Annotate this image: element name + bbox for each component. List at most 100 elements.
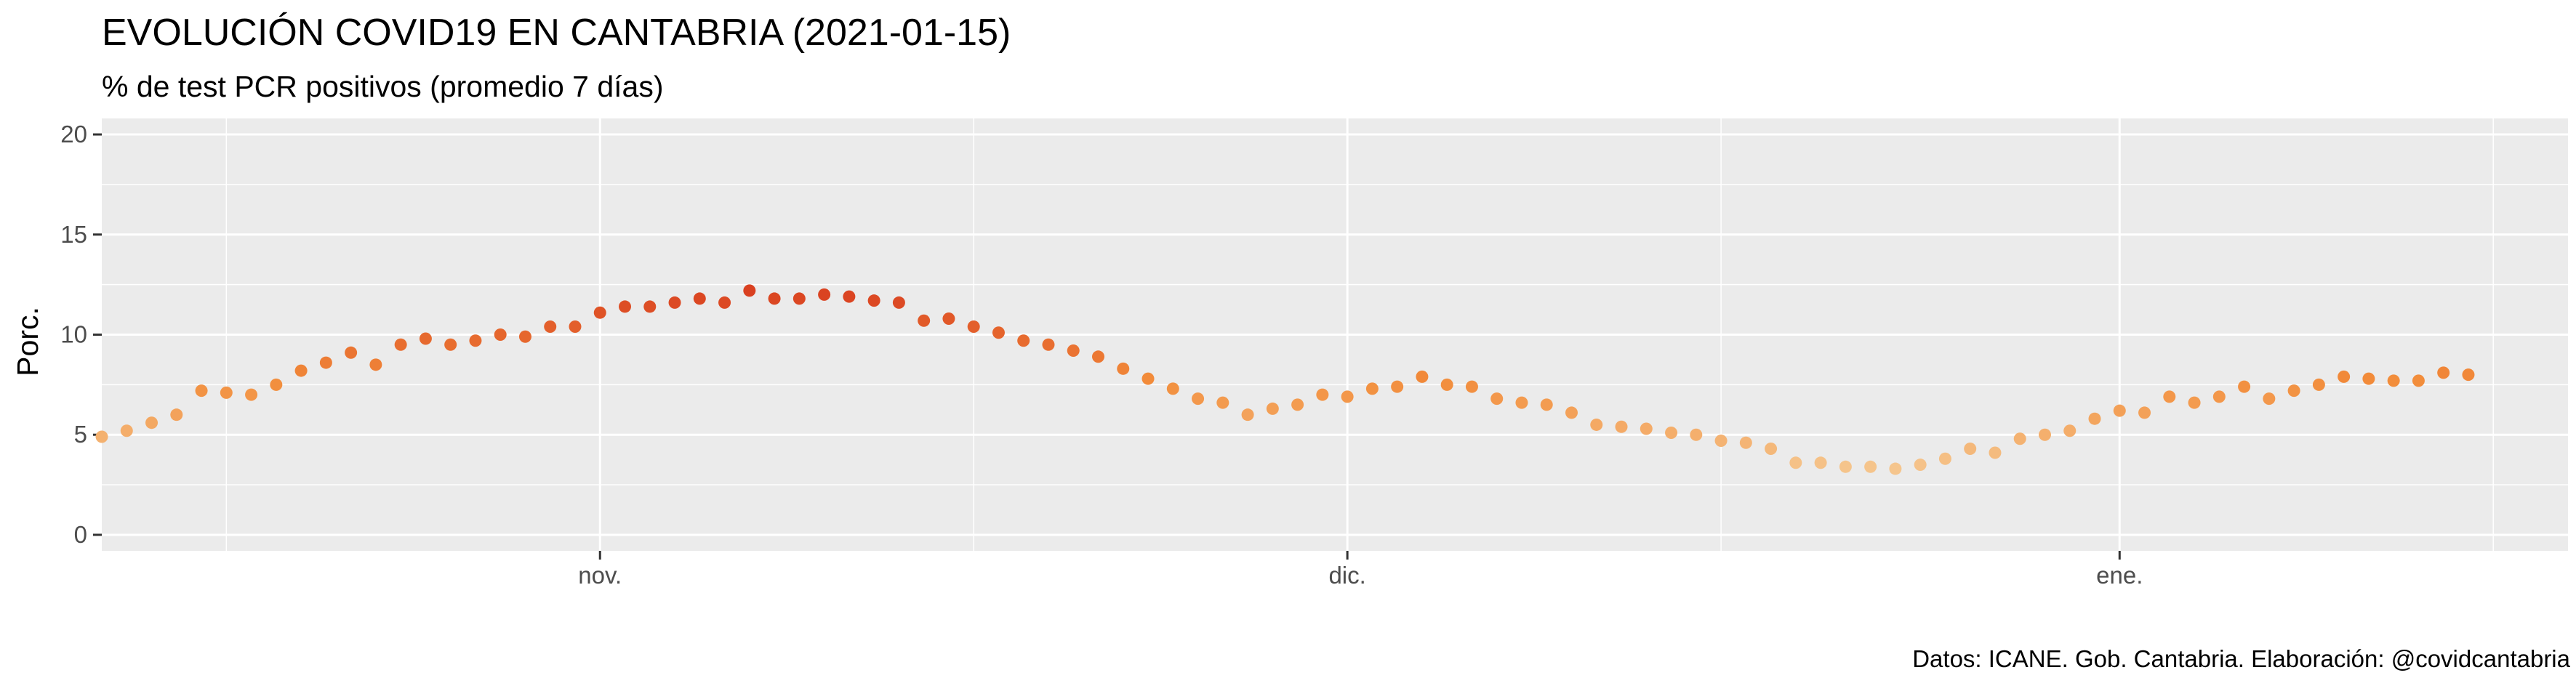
data-point: [2113, 404, 2126, 417]
data-point: [942, 312, 955, 325]
data-point: [1615, 420, 1628, 433]
data-point: [843, 290, 856, 303]
data-point: [1465, 380, 1478, 393]
data-point: [544, 320, 557, 333]
data-point: [469, 334, 482, 347]
data-point: [2238, 380, 2251, 393]
data-point: [1266, 402, 1279, 415]
x-tick-label: dic.: [1328, 562, 1365, 589]
data-point: [2362, 372, 2375, 385]
data-point: [2312, 378, 2325, 391]
data-points: [95, 284, 2475, 475]
data-point: [1739, 436, 1752, 449]
caption: Datos: ICANE. Gob. Cantabria. Elaboració…: [1912, 645, 2570, 672]
data-point: [668, 296, 681, 309]
data-point: [2263, 392, 2276, 405]
data-point: [145, 416, 159, 429]
data-point: [1690, 428, 1703, 441]
data-point: [2338, 370, 2351, 383]
data-point: [195, 384, 208, 398]
data-point: [394, 338, 407, 351]
data-point: [992, 326, 1005, 339]
data-point: [1889, 462, 1902, 475]
data-point: [95, 430, 108, 443]
y-axis: 0 5 10 15 20: [60, 121, 102, 548]
y-tick-label: 15: [60, 221, 87, 248]
data-point: [793, 292, 806, 305]
data-point: [1839, 460, 1852, 473]
data-point: [643, 300, 657, 313]
data-point: [1590, 418, 1603, 431]
chart-title: EVOLUCIÓN COVID19 EN CANTABRIA (2021-01-…: [102, 12, 1011, 54]
x-axis: nov. dic. ene.: [578, 551, 2143, 589]
data-point: [619, 300, 632, 313]
data-point: [1440, 378, 1453, 391]
data-point: [1241, 408, 1254, 421]
data-point: [768, 292, 781, 305]
minor-gridlines: [102, 118, 2568, 551]
data-point: [892, 296, 905, 309]
data-point: [1714, 434, 1728, 447]
data-point: [419, 332, 432, 345]
data-point: [1914, 459, 1927, 472]
y-axis-title: Porc.: [11, 307, 44, 376]
data-point: [1092, 350, 1105, 363]
data-point: [1640, 422, 1653, 435]
data-point: [494, 328, 507, 341]
data-point: [1141, 372, 1155, 385]
major-gridlines: [102, 118, 2568, 551]
data-point: [1765, 443, 1778, 456]
data-point: [1565, 406, 1578, 419]
data-point: [1665, 426, 1678, 439]
data-point: [1365, 382, 1379, 395]
data-point: [2038, 428, 2051, 441]
data-point: [2013, 432, 2026, 445]
data-point: [1789, 456, 1802, 469]
data-point: [2387, 374, 2400, 387]
data-point: [270, 378, 283, 391]
data-point: [294, 364, 308, 377]
chart-subtitle: % de test PCR positivos (promedio 7 días…: [102, 70, 664, 103]
data-point: [2412, 374, 2425, 387]
data-point: [120, 424, 133, 437]
data-point: [967, 320, 980, 333]
data-point: [1391, 380, 1404, 393]
data-point: [1117, 362, 1130, 375]
data-point: [569, 320, 582, 333]
data-point: [1042, 338, 1055, 351]
data-point: [369, 358, 382, 371]
data-point: [444, 338, 457, 351]
data-point: [345, 346, 358, 359]
data-point: [2088, 412, 2101, 425]
data-point: [245, 388, 258, 401]
data-point: [918, 314, 931, 327]
data-point: [1490, 392, 1504, 405]
data-point: [2287, 384, 2300, 398]
data-point: [1067, 344, 1080, 358]
data-point: [1291, 398, 1304, 411]
data-point: [1540, 398, 1553, 411]
data-point: [2063, 424, 2077, 437]
data-point: [1515, 396, 1528, 409]
data-point: [1989, 446, 2002, 459]
data-point: [1192, 392, 1205, 405]
data-point: [319, 356, 332, 369]
y-tick-label: 10: [60, 321, 87, 348]
data-point: [718, 296, 731, 309]
data-point: [1341, 390, 1354, 403]
y-tick-label: 5: [74, 421, 87, 448]
data-point: [693, 292, 706, 305]
data-point: [818, 288, 831, 301]
y-tick-label: 20: [60, 121, 87, 148]
data-point: [518, 330, 531, 343]
data-point: [1017, 334, 1030, 347]
data-point: [220, 386, 233, 399]
data-point: [1814, 456, 1827, 469]
x-tick-label: nov.: [578, 562, 622, 589]
data-point: [2188, 396, 2201, 409]
data-point: [2138, 406, 2151, 419]
data-point: [1166, 382, 1179, 395]
data-point: [743, 284, 756, 297]
data-point: [1864, 460, 1877, 473]
